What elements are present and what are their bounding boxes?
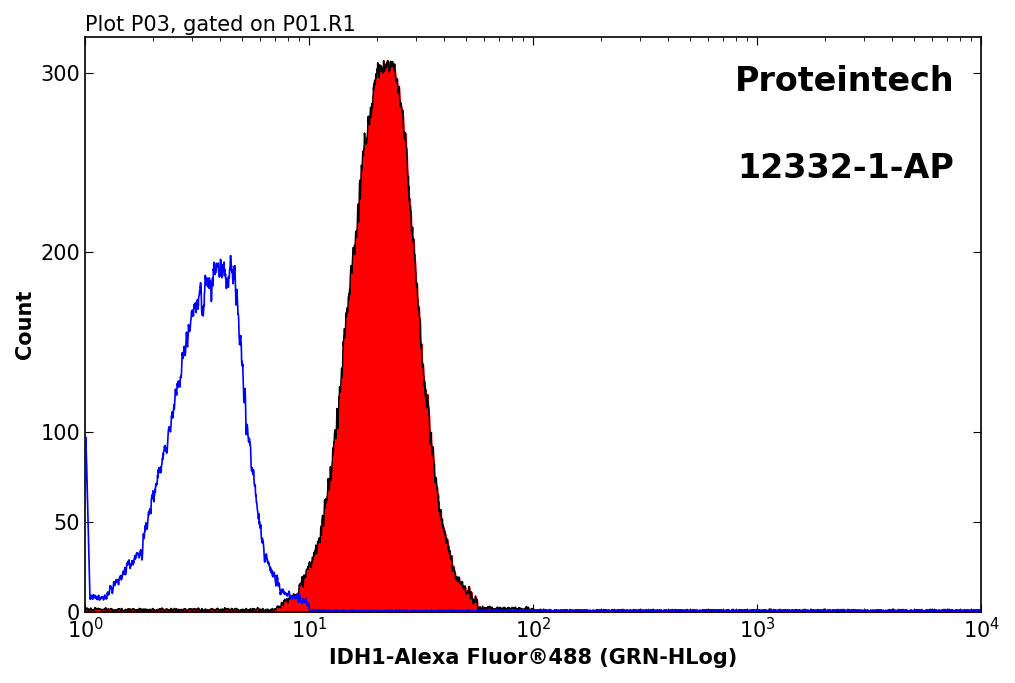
X-axis label: IDH1-Alexa Fluor®488 (GRN-HLog): IDH1-Alexa Fluor®488 (GRN-HLog) — [329, 648, 738, 668]
Text: Plot P03, gated on P01.R1: Plot P03, gated on P01.R1 — [85, 15, 356, 35]
Y-axis label: Count: Count — [15, 290, 35, 359]
Text: 12332-1-AP: 12332-1-AP — [738, 152, 954, 184]
Text: Proteintech: Proteintech — [735, 66, 954, 98]
